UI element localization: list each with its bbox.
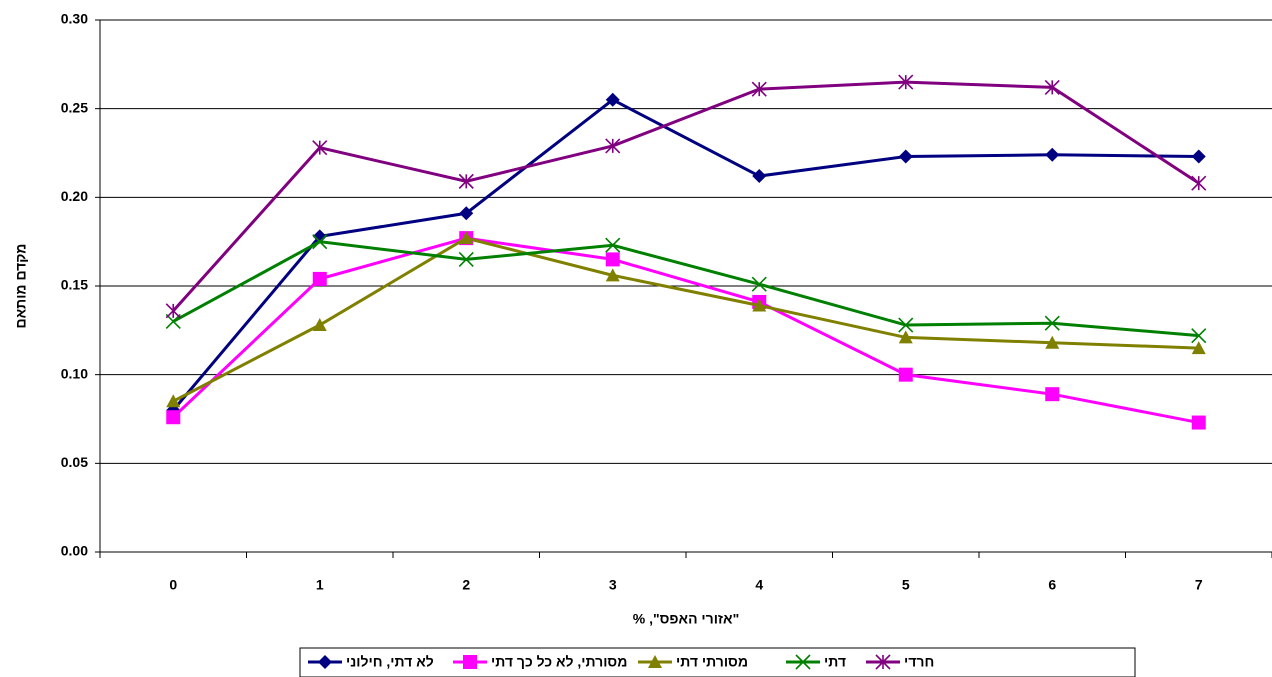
legend-marker [648,655,662,668]
legend-label: לא דתי, חילוני [346,654,434,670]
x-tick-label: 6 [1048,577,1056,593]
marker [898,317,914,333]
marker [1191,149,1206,164]
marker [1045,387,1060,402]
y-tick-label: 0.05 [61,454,88,470]
y-tick-label: 0.25 [61,99,88,115]
legend-marker [795,654,811,670]
marker [165,313,181,330]
marker [312,229,327,244]
marker [312,271,327,286]
marker [751,276,767,292]
marker [166,410,181,425]
marker [1045,147,1060,162]
x-tick-label: 2 [462,577,470,593]
series-line [172,80,1200,312]
marker [1191,415,1206,430]
x-tick-label: 3 [609,577,617,593]
marker [1044,315,1060,331]
marker [605,92,620,107]
legend-label: מסורתי, לא כל כך דתי [491,654,627,670]
series-line [172,236,1199,403]
marker [605,268,620,282]
marker [312,318,327,332]
marker [751,81,767,97]
legend-marker [463,655,477,669]
y-axis-label: מקדם מותאם [13,244,29,329]
marker [1045,335,1060,349]
y-tick-label: 0.00 [61,543,88,559]
legend-marker [875,654,891,670]
marker [752,298,767,312]
marker [458,173,474,189]
x-tick-label: 4 [755,577,763,593]
marker [165,303,181,319]
x-axis-label: "אזורי האפס", % [633,611,739,627]
series-line [172,240,1199,338]
legend-box [299,647,1136,677]
y-tick-label: 0.30 [61,11,88,27]
y-tick-label: 0.10 [61,365,88,381]
marker [459,206,474,221]
x-tick-label: 7 [1195,577,1203,593]
marker [605,138,621,154]
x-tick-label: 1 [316,577,324,593]
marker [166,394,181,408]
marker [752,169,767,184]
marker [898,149,913,164]
y-tick-label: 0.15 [61,277,88,293]
marker [458,251,474,267]
x-tick-label: 5 [902,577,910,593]
marker [1044,79,1060,95]
y-tick-label: 0.20 [61,188,88,204]
marker [1191,328,1207,344]
legend-label: חרדי [904,654,934,670]
marker [459,231,474,245]
marker [898,74,914,90]
x-tick-label: 0 [169,577,177,593]
marker [1191,341,1206,355]
marker [312,140,328,156]
marker [605,237,621,253]
legend-marker [318,655,332,669]
series-line [172,98,1199,412]
legend-label: דתי [824,654,846,670]
legend-label: מסורתי דתי [676,654,748,670]
marker [1191,175,1207,191]
series-line [172,236,1200,425]
marker [312,234,328,250]
marker [898,367,913,382]
marker [898,330,913,344]
marker [605,252,620,267]
